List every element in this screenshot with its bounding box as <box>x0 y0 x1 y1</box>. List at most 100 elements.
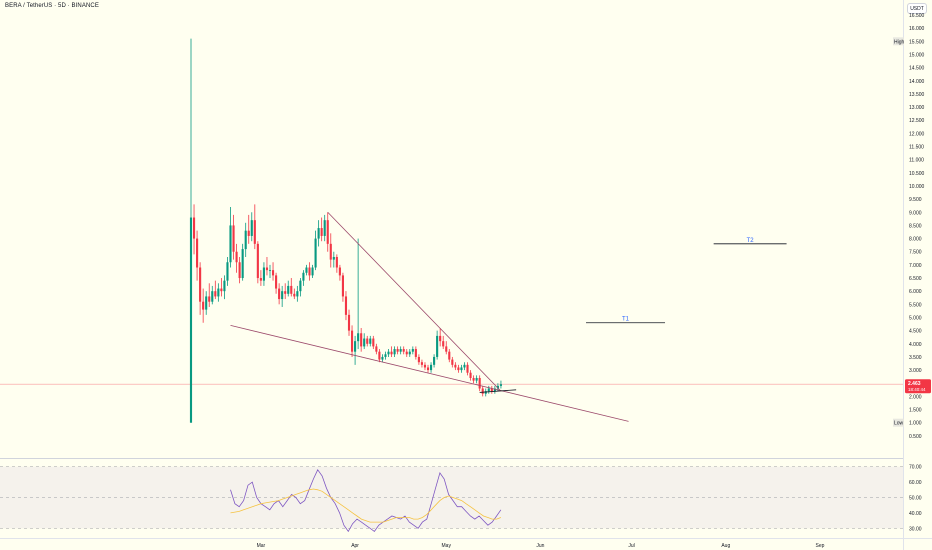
candle-body <box>192 217 196 239</box>
candle-body <box>329 243 332 260</box>
countdown-label: 18:40:44 <box>908 387 926 392</box>
y-tick-label: 9.000 <box>909 210 922 216</box>
candle-body <box>317 228 320 239</box>
candle-body <box>463 364 466 368</box>
y-tick-label: 9.500 <box>909 197 922 203</box>
candle-body <box>199 267 202 302</box>
candle-body <box>457 367 460 371</box>
candle-body <box>426 367 430 371</box>
y-tick-label: 4.500 <box>909 329 922 335</box>
x-tick-label: Jul <box>628 543 634 549</box>
candle-body <box>293 293 296 297</box>
candle-body <box>496 385 499 389</box>
low-marker-label: Low <box>894 421 904 427</box>
candle-body <box>366 338 369 344</box>
rsi-tick-label: 40.00 <box>909 511 922 517</box>
candle-body <box>211 291 214 302</box>
candle-body <box>390 351 393 355</box>
candle-body <box>341 275 344 297</box>
x-tick-label: May <box>442 543 452 549</box>
y-tick-label: 11.500 <box>909 145 924 151</box>
candle-body <box>436 335 439 357</box>
y-tick-label: 3.500 <box>909 355 922 361</box>
candle-body <box>284 291 287 294</box>
low-marker-bg <box>893 418 904 427</box>
candle-body <box>326 220 329 244</box>
candle-body <box>229 225 232 263</box>
candle-body <box>490 388 493 392</box>
candle-body <box>414 349 417 357</box>
price-axis: 0.5001.0001.5002.0002.5003.0003.5004.000… <box>909 13 925 440</box>
candle-body <box>247 230 250 236</box>
trendline[interactable] <box>327 211 502 392</box>
candle-body <box>217 288 220 297</box>
x-tick-label: Mar <box>257 543 266 549</box>
candle-body <box>238 262 241 279</box>
candle-body <box>253 220 256 244</box>
y-tick-label: 14.500 <box>909 66 925 72</box>
candle-body <box>350 330 354 352</box>
candle-body <box>372 338 375 347</box>
y-tick-label: 11.000 <box>909 158 924 164</box>
candle-body <box>405 351 408 355</box>
candle-body <box>299 280 302 292</box>
y-tick-label: 6.000 <box>909 289 922 295</box>
candle-body <box>332 256 335 260</box>
y-tick-label: 10.500 <box>909 171 925 177</box>
y-tick-label: 5.000 <box>909 315 922 321</box>
target-label-t2: T2 <box>747 238 755 244</box>
candle-body <box>335 256 338 268</box>
rsi-indicator <box>230 469 502 533</box>
candle-body <box>302 272 305 281</box>
candle-body <box>378 351 381 360</box>
rsi-tick-label: 30.00 <box>909 526 922 532</box>
candle-body <box>205 296 208 310</box>
candle-body <box>442 341 445 347</box>
y-tick-label: 15.500 <box>909 39 925 45</box>
candle-body <box>451 359 454 365</box>
chart-symbol-title: BERA / TetherUS · 5D · BINANCE <box>5 3 99 9</box>
candle-body <box>439 335 442 342</box>
y-tick-label: 12.000 <box>909 131 925 137</box>
candle-body <box>235 251 238 263</box>
candle-body <box>381 356 384 360</box>
candle-body <box>196 238 199 268</box>
candle-body <box>214 291 217 297</box>
candle-body <box>472 377 475 381</box>
candle-body <box>296 291 299 297</box>
candle-body <box>354 341 357 352</box>
candle-body <box>448 351 451 360</box>
candle-body <box>268 270 272 271</box>
candle-body <box>223 280 226 292</box>
candle-body <box>363 338 366 347</box>
candle-body <box>262 267 265 281</box>
candle-body <box>271 270 275 276</box>
candle-body <box>375 346 378 352</box>
candle-body <box>265 267 269 271</box>
currency-button[interactable]: USDT <box>907 3 927 14</box>
support-line[interactable] <box>479 389 517 393</box>
y-tick-label: 4.000 <box>909 342 922 348</box>
drawings[interactable]: T1 T2 <box>230 211 787 422</box>
candle-body <box>423 364 427 368</box>
rsi-axis: 30.00 40.00 50.00 60.00 70.00 <box>0 465 922 532</box>
x-tick-label: Apr <box>351 543 359 549</box>
candle-body <box>338 267 341 276</box>
candle-body <box>420 362 424 365</box>
candle-body <box>402 349 405 352</box>
candle-body <box>493 388 496 392</box>
rsi-tick-label: 60.00 <box>909 480 922 486</box>
candle-body <box>396 349 399 352</box>
candle-body <box>411 349 414 352</box>
candle-body <box>433 356 436 365</box>
y-tick-label: 13.500 <box>909 92 925 98</box>
trendline[interactable] <box>230 324 629 422</box>
y-tick-label: 3.000 <box>909 368 922 374</box>
candle-body <box>484 391 487 394</box>
candle-body <box>275 275 278 289</box>
candle-body <box>320 228 323 236</box>
candle-body <box>344 296 348 315</box>
